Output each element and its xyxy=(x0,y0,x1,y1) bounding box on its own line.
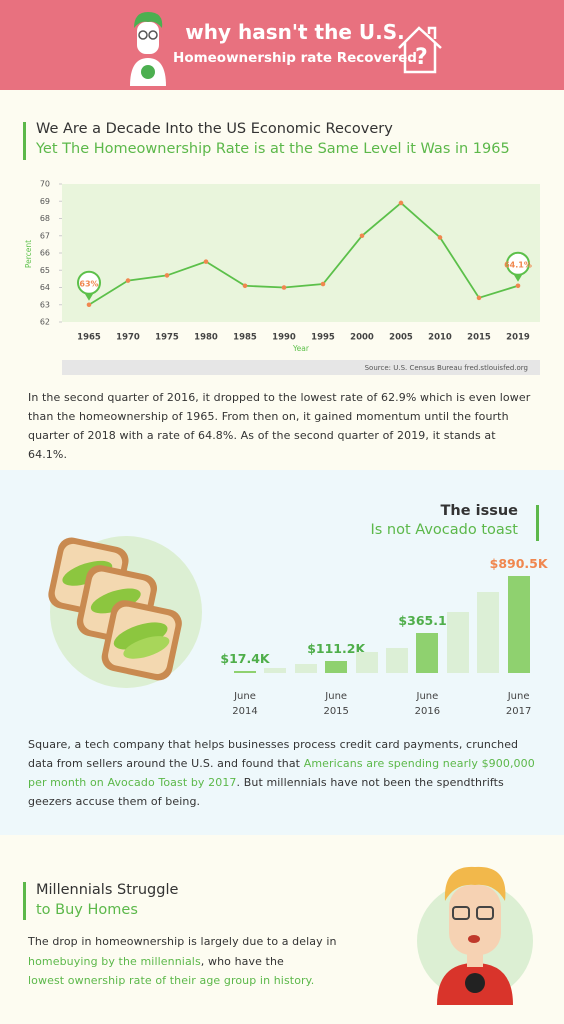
paragraph: The drop in homeownership is largely due… xyxy=(28,932,388,991)
line xyxy=(88,201,519,306)
millennial-illustration xyxy=(417,866,533,1005)
x-tick-label: 2000 xyxy=(350,333,374,343)
text: , who have the xyxy=(200,954,284,968)
svg-text:?: ? xyxy=(415,45,428,70)
point xyxy=(515,283,521,289)
x-tick-label: 2005 xyxy=(389,333,413,343)
plot-area xyxy=(62,184,540,322)
x-tick-label: 1975 xyxy=(155,333,179,343)
point xyxy=(125,278,131,283)
bar xyxy=(477,592,500,673)
accent-bar xyxy=(23,122,26,160)
pin xyxy=(506,251,530,276)
highlight: Americans are spending nearly $900,000 p… xyxy=(28,757,535,789)
y-tick-label: 68 xyxy=(40,214,50,223)
paragraph: Square, a tech company that helps busine… xyxy=(28,735,538,811)
value-label: $890.5K xyxy=(489,556,548,571)
point xyxy=(359,233,365,239)
header xyxy=(0,0,564,90)
bar xyxy=(446,612,469,673)
x-tick-label: 2015 xyxy=(467,333,491,343)
y-tick-label: 62 xyxy=(40,318,50,327)
y-axis-label: Percent xyxy=(24,240,33,268)
bar xyxy=(355,652,378,673)
x-tick-label: June 2017 xyxy=(505,691,532,717)
pin xyxy=(77,270,101,295)
highlight: lowest ownership rate of their age group… xyxy=(28,974,315,987)
y-tick-label: 65 xyxy=(40,266,50,275)
section-subheading: to Buy Homes xyxy=(36,902,138,918)
bar xyxy=(264,667,287,673)
x-tick-label: 1995 xyxy=(311,333,335,343)
bar xyxy=(325,660,348,673)
y-tick-label: 64 xyxy=(40,283,50,292)
value-label: $111.2K xyxy=(307,640,366,656)
x-tick-label: 1980 xyxy=(194,333,218,343)
x-tick-label: June 2015 xyxy=(323,691,349,717)
section-heading: The issue xyxy=(440,503,518,519)
y-tick-label: 69 xyxy=(40,197,50,206)
value-label: 64.1% xyxy=(504,260,532,269)
accent-bar xyxy=(23,882,26,920)
source: Source: U.S. Census Bureau fred.stlouisf… xyxy=(365,364,528,372)
x-axis-label: Year xyxy=(292,344,310,353)
text: Square, a tech company that helps busine… xyxy=(28,738,519,770)
bar xyxy=(234,671,256,673)
y-tick-label: 63 xyxy=(40,300,50,309)
point xyxy=(281,285,287,290)
x-tick-label: 1970 xyxy=(116,333,140,343)
header-title: why hasn't the U.S. xyxy=(185,20,405,44)
section-heading: We Are a Decade Into the US Economic Rec… xyxy=(36,121,393,137)
header-subtitle: Homeownership rate Recovered xyxy=(173,50,417,66)
x-tick-label: 1985 xyxy=(233,333,257,343)
highlight: homebuying by the millennials xyxy=(28,954,201,968)
point xyxy=(320,281,326,287)
bar xyxy=(507,576,530,673)
y-tick-label: 66 xyxy=(40,249,50,258)
source-background xyxy=(62,360,540,375)
header-avatar xyxy=(130,12,166,86)
x-tick-label: 1990 xyxy=(272,333,296,343)
bar xyxy=(416,633,439,673)
text: . But millennials have not been the spen… xyxy=(28,776,504,808)
bar xyxy=(386,647,408,673)
house-icon: ? xyxy=(398,26,442,74)
accent-bar xyxy=(536,505,539,541)
section-heading: Millennials Struggle xyxy=(36,882,179,898)
x-tick-label: 1965 xyxy=(77,333,101,343)
x-tick-label: 2019 xyxy=(506,333,530,343)
paragraph: In the second quarter of 2016, it droppe… xyxy=(28,391,531,461)
section-subheading: Is not Avocado toast xyxy=(370,522,518,538)
point xyxy=(437,235,443,240)
section-subheading: Yet The Homeownership Rate is at the Sam… xyxy=(36,141,510,157)
y-tick-label: 70 xyxy=(40,180,50,189)
x-tick-label: 2010 xyxy=(428,333,452,343)
y-tick-label: 67 xyxy=(40,231,50,240)
point xyxy=(164,273,170,278)
line-chart: 62 63 64 65 66 67 68 69 70 Percent Year 1965 63% 1970… xyxy=(24,180,540,375)
x-tick-label: June 2016 xyxy=(414,691,441,717)
point xyxy=(242,283,248,289)
x-tick-label: June 2014 xyxy=(232,691,258,717)
point xyxy=(203,259,209,264)
value-label: $365.1K xyxy=(398,613,457,629)
bar xyxy=(294,664,317,673)
point xyxy=(86,302,92,308)
point xyxy=(398,200,404,206)
point xyxy=(476,295,482,301)
avocado-toast-illustration xyxy=(48,536,202,688)
value-label: 63% xyxy=(79,279,98,288)
text: The drop in homeownership is largely due… xyxy=(28,935,337,948)
value-label: $17.4K xyxy=(220,651,270,667)
